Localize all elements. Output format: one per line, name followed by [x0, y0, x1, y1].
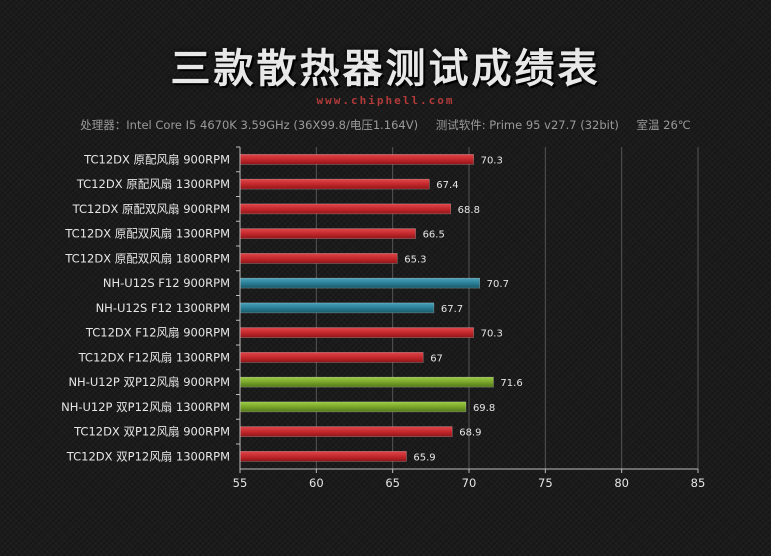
category-label: TC12DX 原配双风扇 900RPM [72, 202, 230, 216]
bar [239, 253, 398, 264]
x-tick-label: 55 [233, 476, 248, 490]
category-label: TC12DX 双P12风扇 900RPM [73, 425, 230, 439]
x-tick-label: 60 [309, 476, 324, 490]
cpu-info: 处理器：Intel Core I5 4670K 3.59GHz (36X99.8… [80, 118, 419, 132]
data-label: 66.5 [423, 230, 445, 241]
category-label: TC12DX F12风扇 1300RPM [78, 350, 230, 364]
bar [239, 277, 480, 289]
bar [239, 352, 424, 363]
category-label: NH-U12S F12 900RPM [103, 276, 230, 290]
data-label: 65.3 [404, 254, 426, 265]
bar [239, 401, 467, 413]
category-label: TC12DX 原配双风扇 1800RPM [64, 251, 230, 265]
x-tick-label: 85 [691, 476, 706, 490]
category-label: TC12DX 双P12风扇 1300RPM [66, 449, 230, 463]
software-info: 测试软件: Prime 95 v27.7 (32bit) [435, 118, 619, 132]
bar [239, 451, 407, 462]
data-label: 67.4 [436, 180, 458, 191]
bar [239, 203, 451, 215]
data-label: 65.9 [413, 452, 435, 463]
watermark: www.chiphell.com [316, 94, 455, 107]
data-label: 70.3 [481, 329, 503, 340]
bar [239, 154, 474, 165]
category-label: TC12DX 原配双风扇 1300RPM [64, 227, 230, 241]
category-label: NH-U12P 双P12风扇 900RPM [68, 375, 230, 389]
category-label: NH-U12P 双P12风扇 1300RPM [61, 400, 230, 414]
bar [239, 327, 474, 338]
bar [239, 376, 494, 388]
category-label: TC12DX F12风扇 900RPM [85, 326, 230, 340]
bar [239, 178, 430, 190]
data-label: 68.8 [458, 205, 480, 216]
bars: 70.3 67.4 68.8 66.5 65.3 70.7 67.7 70.3 67 71.6 69… [239, 154, 523, 463]
bar [239, 302, 435, 314]
category-label: TC12DX 原配风扇 1300RPM [76, 177, 230, 191]
data-label: 69.8 [473, 403, 495, 414]
data-label: 71.6 [500, 378, 522, 389]
x-tick-label: 80 [614, 476, 629, 490]
x-tick-label: 70 [462, 476, 477, 490]
category-label: NH-U12S F12 1300RPM [96, 301, 230, 315]
room-temperature: 室温 26℃ [636, 118, 691, 132]
data-label: 70.7 [487, 279, 509, 290]
x-tick-label: 65 [385, 476, 400, 490]
x-tick-label: 75 [538, 476, 553, 490]
category-label: TC12DX 原配风扇 900RPM [83, 152, 230, 166]
data-label: 68.9 [459, 428, 481, 439]
x-axis: 55 60 65 70 75 80 85 TC12DX 原配风扇 900RPM TC12DX 原… [61, 146, 706, 490]
data-label: 67 [430, 353, 443, 364]
bar [239, 228, 416, 239]
test-conditions: 处理器：Intel Core I5 4670K 3.59GHz (36X99.8… [0, 117, 771, 133]
page-title: 三款散热器测试成绩表 [170, 46, 601, 92]
data-label: 67.7 [441, 304, 463, 315]
data-label: 70.3 [481, 155, 503, 166]
bar [239, 426, 453, 437]
